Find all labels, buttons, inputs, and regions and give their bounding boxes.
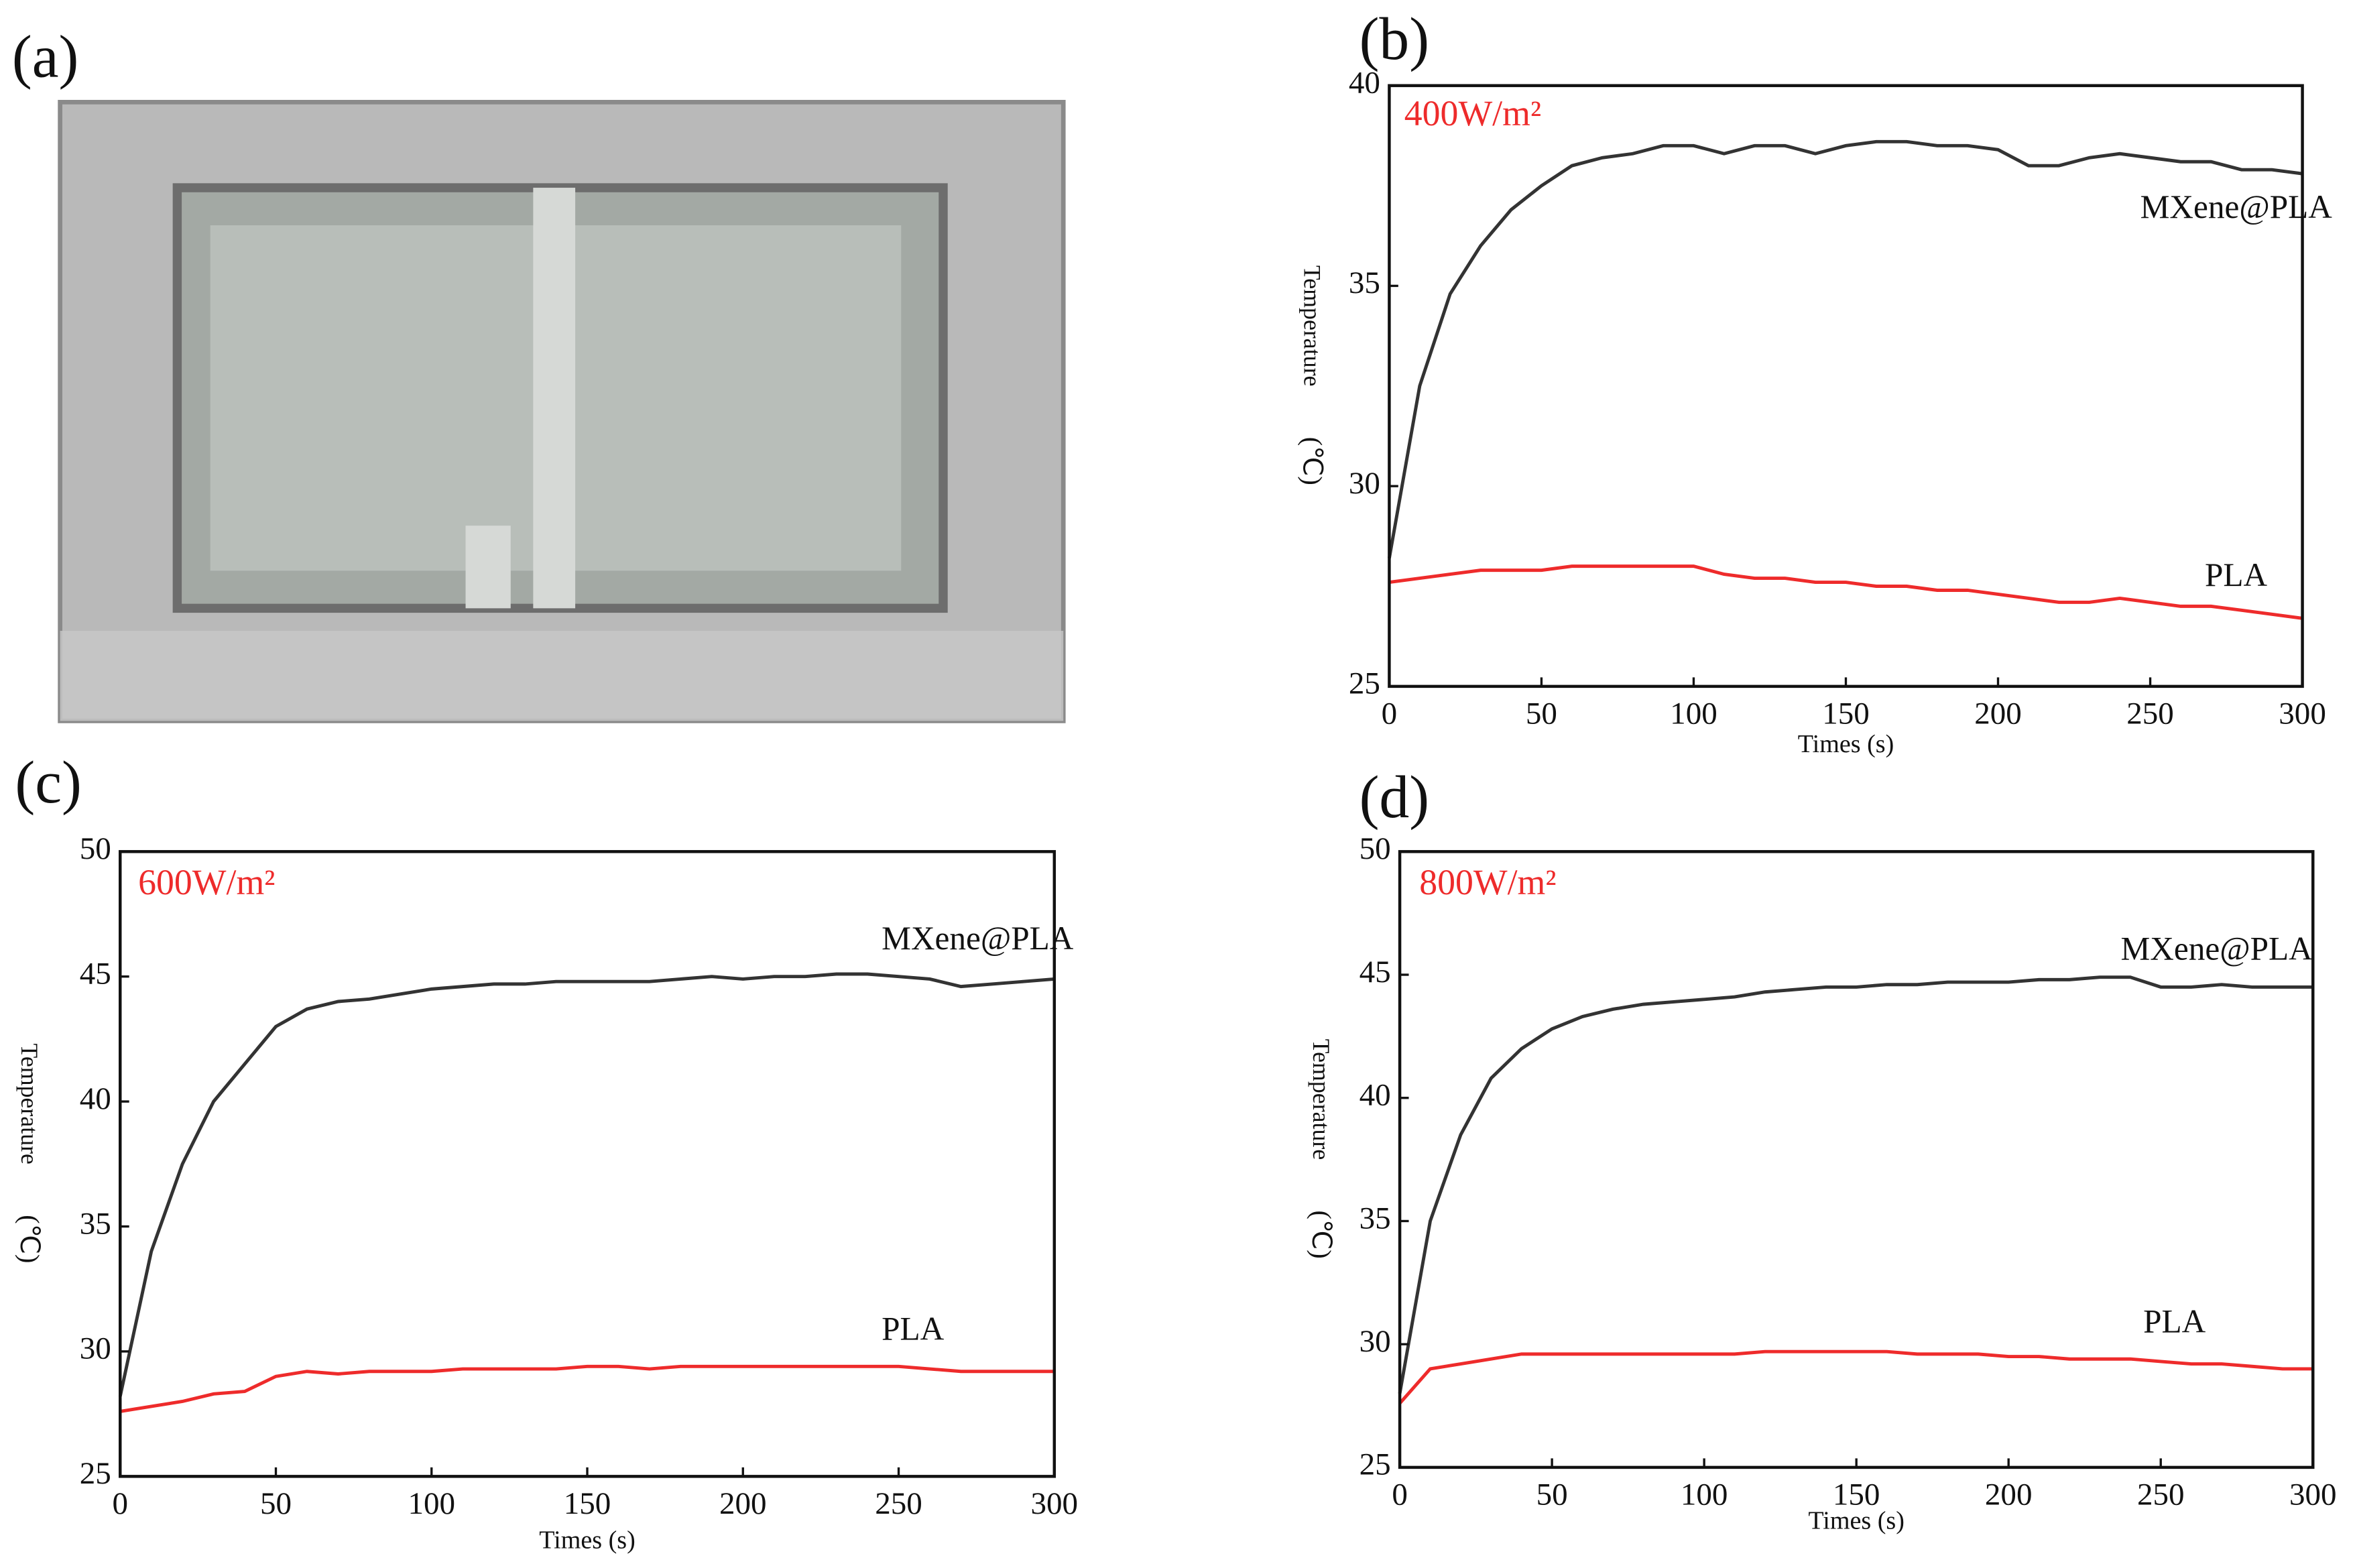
x-tick-label: 50 — [260, 1486, 292, 1521]
x-tick-label: 300 — [1031, 1486, 1079, 1521]
chart-panel: MXene@PLA PLA 0 50 100 150 200 250 300 25 30 35 40 45… — [15, 749, 1078, 1555]
y-tick-label: 25 — [1360, 1447, 1391, 1482]
x-axis-label: Times (s) — [1798, 730, 1894, 758]
y-tick-label: 30 — [1360, 1324, 1391, 1359]
x-tick-label: 200 — [1985, 1477, 2033, 1512]
y-tick-label: 35 — [1349, 265, 1380, 300]
panel-label: (c) — [15, 749, 81, 816]
y-tick-label: 25 — [80, 1456, 111, 1491]
x-tick-label: 0 — [112, 1486, 128, 1521]
x-tick-label: 150 — [564, 1486, 611, 1521]
x-tick-label: 150 — [1833, 1477, 1880, 1512]
y-tick-label: 50 — [80, 831, 111, 866]
data-line — [1387, 139, 2303, 559]
x-tick-label: 150 — [1822, 696, 1870, 731]
y-axis-label: Temperature — [1299, 265, 1325, 387]
x-tick-label: 50 — [1536, 1477, 1568, 1512]
series-label: PLA — [2205, 556, 2267, 593]
panel-label: (d) — [1360, 764, 1429, 831]
y-tick-label: 40 — [1360, 1078, 1391, 1113]
plot-frame — [1388, 84, 2304, 688]
y-tick-label: 40 — [80, 1081, 111, 1116]
y-axis-unit: (℃) — [1297, 437, 1327, 485]
annotation: 600W/m² — [138, 862, 275, 902]
data-line — [1398, 1349, 2313, 1404]
data-line — [1389, 564, 2303, 620]
annotation: 400W/m² — [1404, 93, 1541, 133]
chart-panel: MXene@PLA PLA 0 50 100 150 200 250 300 25 30 35 40 Ti… — [1297, 6, 2332, 758]
data-line — [118, 972, 1054, 1397]
data-line — [1398, 975, 2313, 1394]
x-axis-label: Times (s) — [1808, 1507, 1905, 1535]
series-label: MXene@PLA — [2120, 930, 2313, 967]
x-tick-label: 100 — [1681, 1477, 1728, 1512]
x-tick-label: 0 — [1382, 696, 1398, 731]
y-tick-label: 40 — [1349, 66, 1380, 101]
x-tick-label: 300 — [2279, 696, 2326, 731]
x-tick-label: 200 — [1974, 696, 2022, 731]
data-line — [119, 1364, 1054, 1413]
x-tick-label: 50 — [1526, 696, 1557, 731]
chart-panel: MXene@PLA PLA 0 50 100 150 200 250 300 25 30 35 40 45… — [1307, 764, 2337, 1534]
y-tick-label: 50 — [1360, 831, 1391, 866]
y-tick-label: 35 — [80, 1206, 111, 1241]
y-axis-label: Temperature — [16, 1043, 43, 1164]
x-tick-label: 250 — [875, 1486, 922, 1521]
y-axis-unit: (℃) — [1307, 1211, 1337, 1259]
series-label: MXene@PLA — [882, 920, 1074, 957]
foil-edge — [60, 630, 1064, 721]
plot-frame — [1398, 850, 2315, 1469]
x-tick-label: 250 — [2126, 696, 2174, 731]
y-tick-label: 45 — [1360, 955, 1391, 989]
y-axis-label: Temperature — [1308, 1039, 1335, 1160]
annotation: 800W/m² — [1419, 862, 1556, 902]
y-tick-label: 25 — [1349, 666, 1380, 701]
tape-strip — [465, 526, 511, 609]
y-tick-label: 35 — [1360, 1201, 1391, 1235]
y-tick-label: 30 — [80, 1331, 111, 1366]
x-tick-label: 300 — [2289, 1477, 2337, 1512]
y-tick-label: 45 — [80, 957, 111, 991]
series-label: MXene@PLA — [2140, 188, 2333, 225]
y-tick-label: 30 — [1349, 466, 1380, 501]
panel-label: (b) — [1360, 6, 1429, 72]
photo-border — [58, 99, 1066, 723]
series-label: PLA — [2143, 1303, 2206, 1339]
series-label: PLA — [882, 1311, 944, 1347]
y-axis-unit: (℃) — [15, 1215, 45, 1263]
x-tick-label: 0 — [1392, 1477, 1408, 1512]
x-tick-label: 100 — [1670, 696, 1717, 731]
x-axis-label: Times (s) — [539, 1526, 636, 1555]
panel-label: (a) — [12, 24, 78, 91]
x-tick-label: 200 — [719, 1486, 767, 1521]
x-tick-label: 250 — [2137, 1477, 2185, 1512]
photo — [58, 99, 1066, 723]
x-tick-label: 100 — [408, 1486, 455, 1521]
tape-strip — [533, 188, 576, 609]
